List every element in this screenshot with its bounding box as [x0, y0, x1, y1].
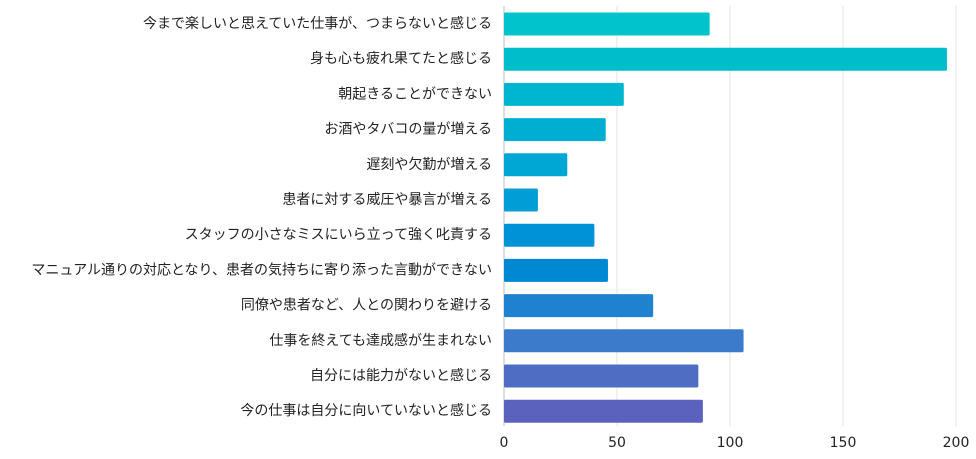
bar	[504, 153, 568, 177]
bar	[504, 364, 699, 388]
x-tick-label: 200	[943, 435, 970, 451]
category-label-layer: 今まで楽しいと思えていた仕事が、つまらないと感じる身も心も疲れ果てたと感じる朝起…	[31, 15, 492, 419]
bar	[504, 294, 654, 318]
x-tick-label: 50	[608, 435, 626, 451]
x-tick-label: 0	[500, 435, 509, 451]
bar	[504, 329, 744, 353]
grid-layer	[503, 6, 957, 426]
category-label: マニュアル通りの対応となり、患者の気持ちに寄り添った言動ができない	[31, 261, 492, 278]
bar	[504, 12, 710, 36]
category-label: 同僚や患者など、人との関わりを避ける	[241, 298, 492, 314]
bar	[504, 223, 595, 247]
x-tick-layer: 0 50 100 150 200	[500, 435, 970, 451]
category-label: スタッフの小さなミスにいら立って強く叱責する	[185, 227, 492, 243]
bar	[504, 188, 538, 212]
category-label: 身も心も疲れ果てたと感じる	[310, 50, 492, 67]
category-label: 患者に対する威圧や暴言が増える	[282, 192, 492, 208]
bar	[504, 399, 703, 423]
bar-layer	[504, 12, 947, 423]
bar	[504, 47, 947, 71]
category-label: 遅刻や欠勤が増える	[366, 157, 492, 173]
bar	[504, 258, 608, 282]
category-label: 朝起きることができない	[338, 86, 492, 102]
bar	[504, 118, 606, 142]
category-label: 今まで楽しいと思えていた仕事が、つまらないと感じる	[143, 15, 492, 32]
category-label: 今の仕事は自分に向いていないと感じる	[240, 402, 492, 419]
x-tick-label: 150	[830, 435, 857, 451]
category-label: 仕事を終えても達成感が生まれない	[269, 332, 492, 349]
bar	[504, 82, 624, 106]
category-label: 自分には能力がないと感じる	[310, 367, 492, 384]
category-label: お酒やタバコの量が増える	[324, 122, 492, 138]
x-tick-label: 100	[717, 435, 744, 451]
